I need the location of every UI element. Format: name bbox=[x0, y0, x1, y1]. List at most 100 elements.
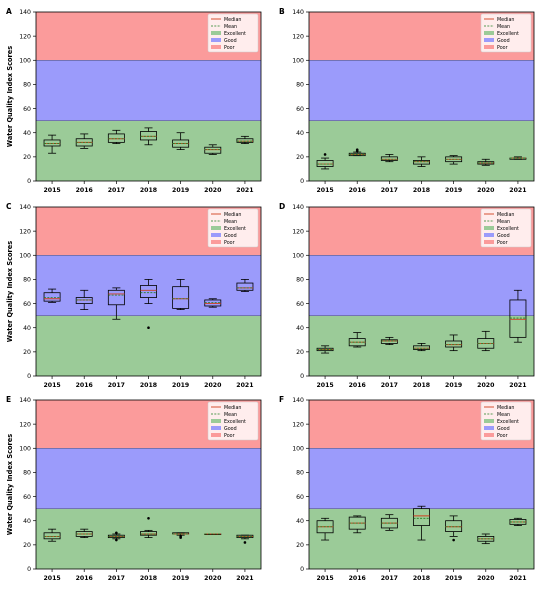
box-2021 bbox=[509, 517, 527, 526]
panel-label: E bbox=[6, 395, 11, 404]
box-2017 bbox=[107, 287, 125, 320]
legend-label: Good bbox=[224, 233, 237, 239]
band-good bbox=[309, 255, 534, 316]
box-iqr bbox=[204, 299, 222, 307]
y-tick-label: 20 bbox=[23, 542, 31, 549]
legend-label: Mean bbox=[224, 219, 237, 225]
y-tick-label: 120 bbox=[19, 33, 31, 40]
box-2020 bbox=[204, 144, 222, 155]
legend-label: Excellent bbox=[224, 31, 246, 37]
y-tick-label: 60 bbox=[23, 494, 31, 501]
legend-label: Mean bbox=[497, 412, 510, 418]
box-iqr bbox=[43, 532, 61, 540]
box-2018 bbox=[413, 156, 430, 167]
legend-label: Poor bbox=[224, 45, 235, 51]
band-good bbox=[309, 448, 534, 509]
outlier-point bbox=[147, 517, 150, 520]
legend-label: Good bbox=[224, 38, 237, 44]
legend-box bbox=[207, 401, 259, 441]
box-iqr bbox=[236, 138, 254, 143]
y-tick-label: 20 bbox=[23, 154, 31, 161]
y-tick-label: 0 bbox=[300, 373, 304, 380]
box-2021 bbox=[236, 135, 254, 144]
y-tick-label: 60 bbox=[296, 106, 304, 113]
legend-label: Mean bbox=[497, 24, 510, 30]
box-iqr bbox=[413, 345, 430, 350]
x-tick-label: 2021 bbox=[509, 187, 526, 194]
box-iqr bbox=[204, 146, 222, 154]
box-2021 bbox=[509, 156, 527, 160]
x-tick-label: 2015 bbox=[316, 382, 333, 389]
x-tick-label: 2016 bbox=[76, 382, 93, 389]
x-tick-label: 2016 bbox=[349, 382, 366, 389]
y-tick-label: 140 bbox=[19, 204, 31, 211]
legend-label: Poor bbox=[497, 240, 508, 246]
y-tick-label: 80 bbox=[296, 82, 304, 89]
y-tick-label: 20 bbox=[23, 349, 31, 356]
outlier-point bbox=[115, 538, 118, 542]
outlier-point bbox=[355, 148, 359, 151]
y-tick-label: 100 bbox=[292, 445, 304, 452]
box-2017 bbox=[380, 336, 398, 346]
legend-label: Poor bbox=[224, 433, 235, 439]
y-tick-label: 80 bbox=[296, 277, 304, 284]
y-tick-label: 80 bbox=[296, 470, 304, 477]
legend-label: Good bbox=[497, 426, 510, 432]
legend-label: Poor bbox=[497, 45, 508, 51]
box-2021 bbox=[509, 289, 527, 343]
box-2020 bbox=[204, 298, 222, 308]
y-tick-label: 0 bbox=[27, 373, 31, 380]
box-iqr bbox=[236, 282, 254, 291]
box-2016 bbox=[348, 148, 366, 157]
box-2021 bbox=[236, 534, 254, 544]
panel-label: F bbox=[279, 395, 284, 404]
box-2016 bbox=[348, 332, 366, 348]
legend-label: Good bbox=[497, 38, 510, 44]
legend-label: Excellent bbox=[497, 226, 519, 232]
outlier-point bbox=[452, 538, 455, 542]
y-tick-label: 80 bbox=[23, 277, 31, 284]
band-good bbox=[36, 60, 261, 121]
box-2020 bbox=[477, 533, 495, 545]
legend-swatch-band bbox=[484, 433, 494, 437]
x-tick-label: 2017 bbox=[108, 575, 125, 582]
x-tick-label: 2015 bbox=[43, 382, 60, 389]
y-tick-label: 40 bbox=[296, 325, 304, 332]
legend-label: Poor bbox=[224, 240, 235, 246]
x-tick-label: 2019 bbox=[445, 382, 462, 389]
legend-label: Median bbox=[224, 212, 241, 218]
legend-label: Mean bbox=[497, 219, 510, 225]
box-iqr bbox=[509, 299, 527, 338]
box-2021 bbox=[236, 279, 254, 292]
x-tick-label: 2020 bbox=[477, 187, 495, 194]
x-tick-label: 2017 bbox=[108, 382, 125, 389]
box-2015 bbox=[316, 345, 334, 354]
legend-label: Good bbox=[497, 233, 510, 239]
x-tick-label: 2021 bbox=[236, 382, 253, 389]
box-2020 bbox=[477, 330, 495, 352]
box-2019 bbox=[172, 532, 190, 539]
x-tick-label: 2019 bbox=[172, 187, 189, 194]
box-2019 bbox=[172, 132, 190, 151]
legend-box bbox=[480, 208, 532, 248]
legend-swatch-band bbox=[484, 426, 494, 430]
x-tick-label: 2021 bbox=[509, 382, 526, 389]
y-axis-label: Water Quality Index Scores bbox=[6, 434, 14, 535]
legend-swatch-band bbox=[211, 426, 221, 430]
legend-swatch-band bbox=[484, 31, 494, 35]
box-iqr bbox=[316, 160, 334, 167]
x-tick-label: 2018 bbox=[140, 575, 157, 582]
box-iqr bbox=[43, 292, 61, 302]
panel-label: C bbox=[6, 202, 12, 211]
box-2016 bbox=[348, 515, 366, 534]
y-axis-label: Water Quality Index Scores bbox=[6, 46, 14, 147]
box-iqr bbox=[75, 297, 93, 304]
x-tick-label: 2017 bbox=[381, 187, 398, 194]
x-tick-label: 2018 bbox=[140, 187, 157, 194]
legend-swatch-band bbox=[211, 233, 221, 237]
